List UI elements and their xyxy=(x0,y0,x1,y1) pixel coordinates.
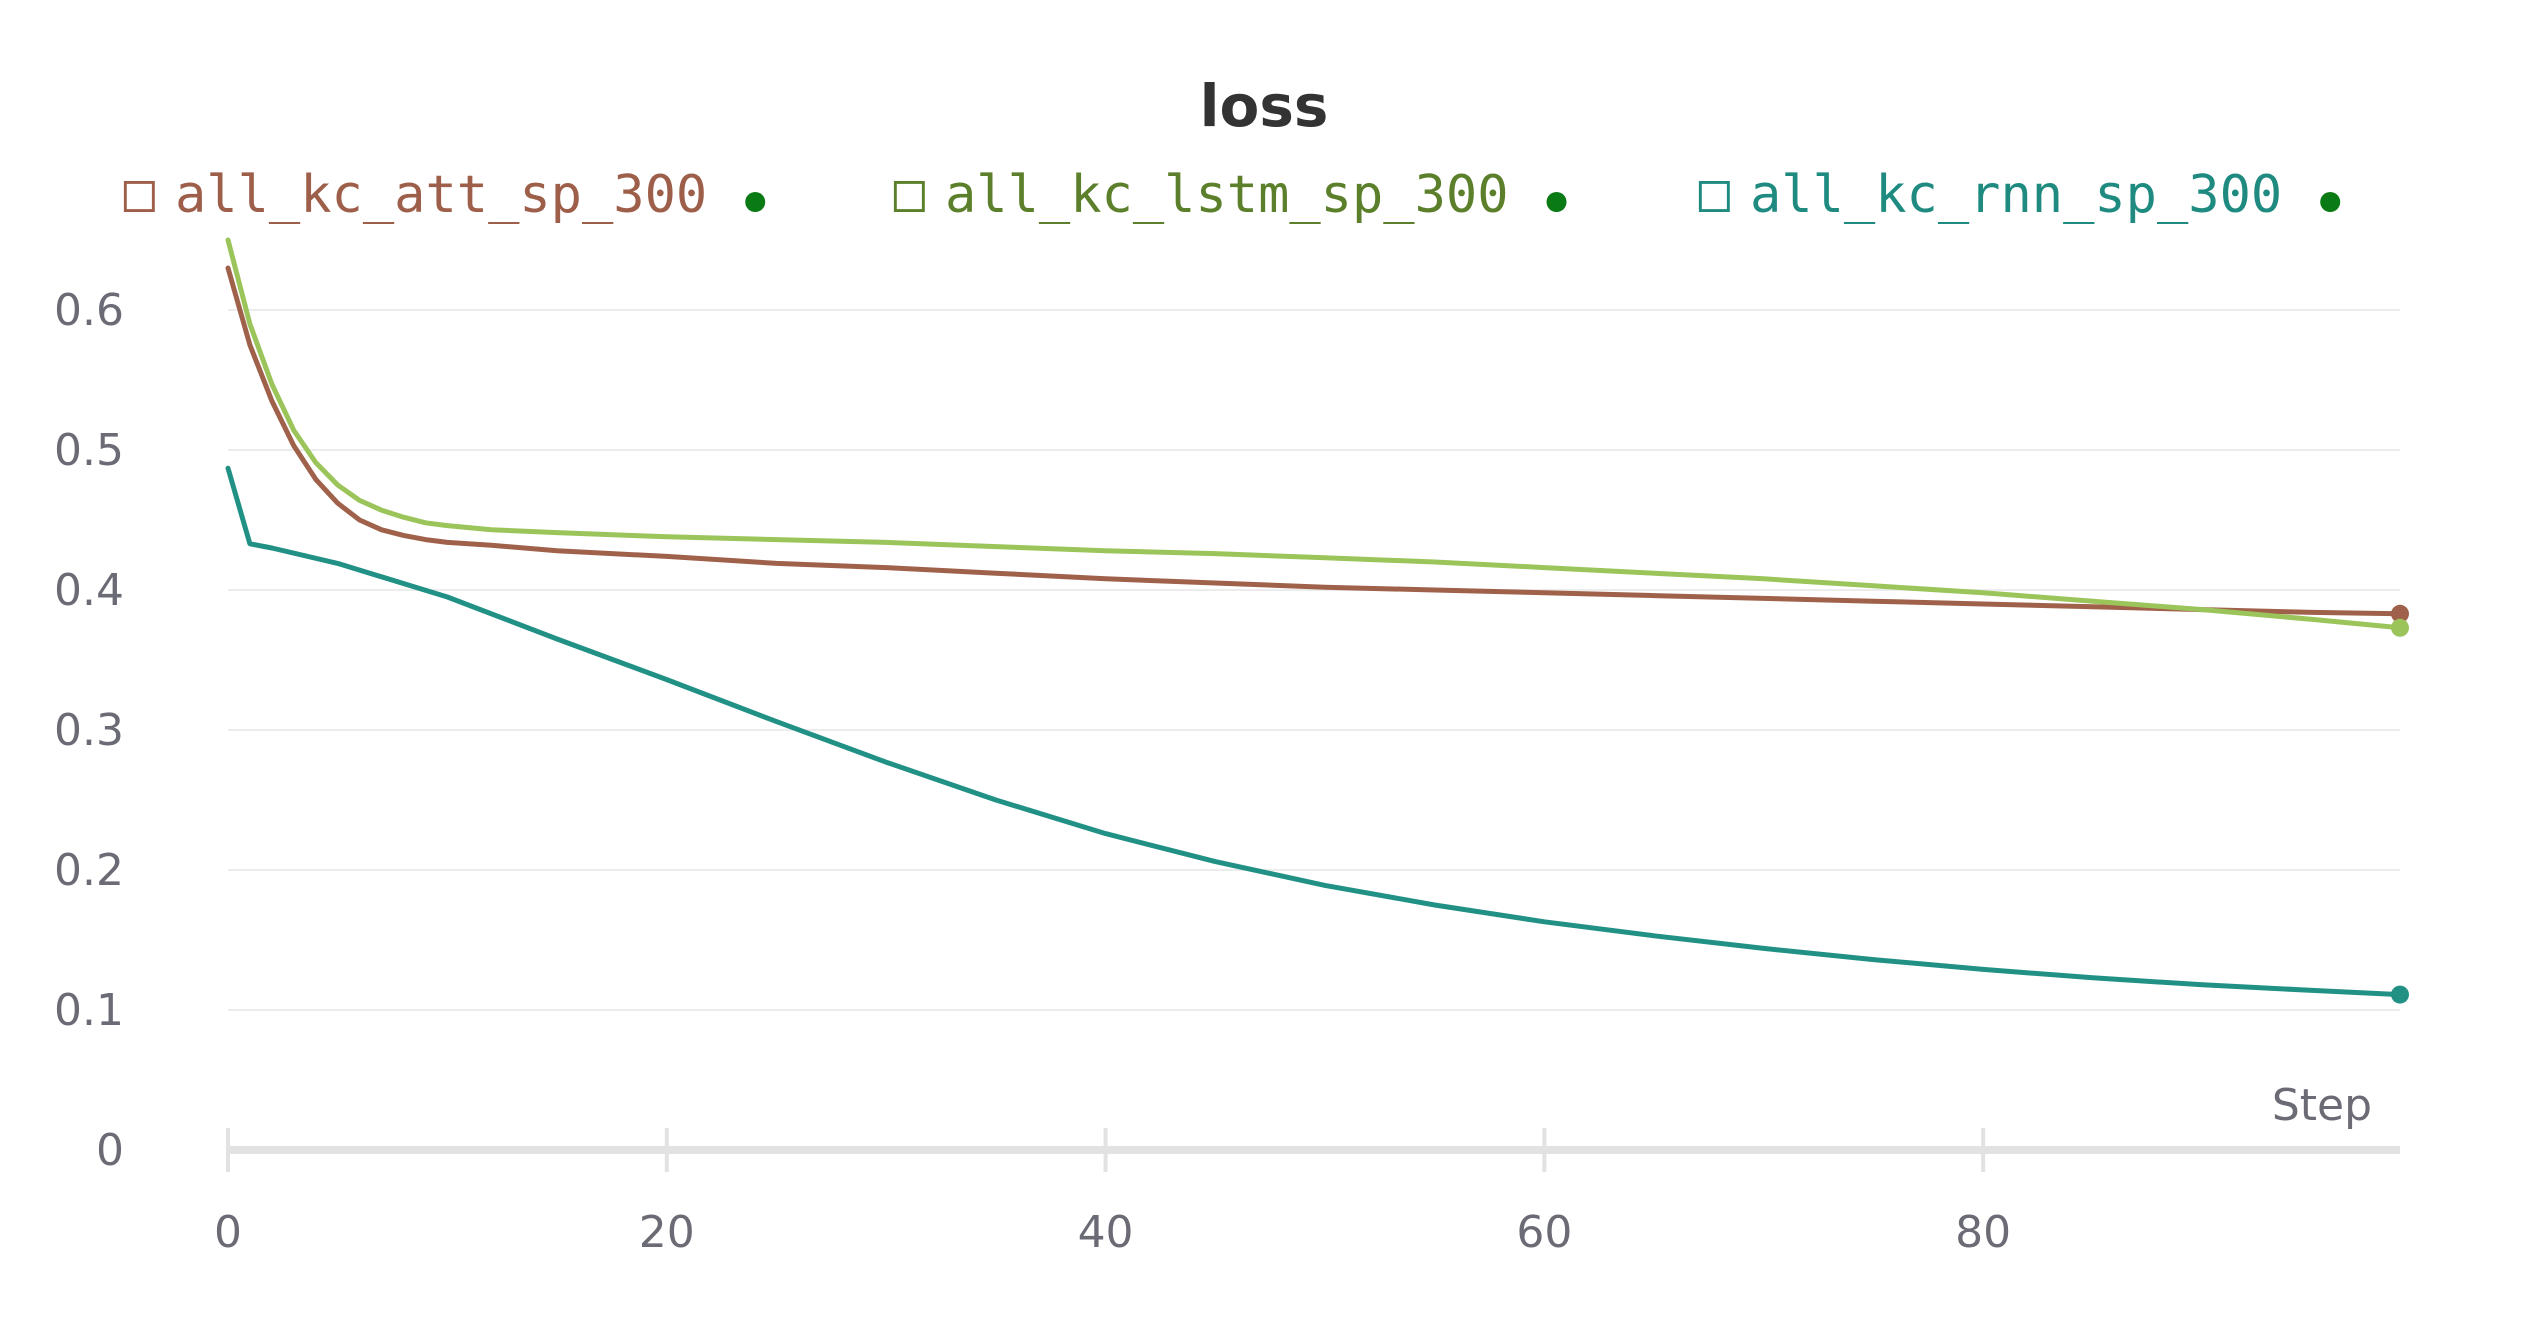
grid xyxy=(228,309,2400,1011)
legend-item-all-kc-lstm-sp-300[interactable]: □ all_kc_lstm_sp_300 xyxy=(894,163,1567,225)
x-tick-label-0: 0 xyxy=(214,1207,242,1258)
series-all-kc-att-sp-300 xyxy=(225,265,2409,623)
data-point xyxy=(2391,604,2409,623)
legend-label: all_kc_rnn_sp_300 xyxy=(1750,165,2282,225)
y-tick-label-0: 0 xyxy=(96,1125,124,1176)
y-tick-label-0-6: 0.6 xyxy=(54,285,124,336)
data-point xyxy=(2391,618,2409,637)
y-tick-label-0-3: 0.3 xyxy=(54,705,124,756)
series-line-all-kc-rnn-sp-300 xyxy=(225,465,2403,998)
y-tick-label-0-1: 0.1 xyxy=(54,985,124,1036)
y-tick-label-0-2: 0.2 xyxy=(54,845,124,896)
legend-marker-icon: □ xyxy=(1699,163,1731,223)
legend-marker-icon: □ xyxy=(894,163,926,223)
x-axis-label: Step xyxy=(2272,1080,2372,1131)
series-layer xyxy=(225,237,2409,1004)
chart-title: loss xyxy=(1200,72,1329,140)
series-all-kc-lstm-sp-300 xyxy=(225,237,2409,637)
legend-marker-icon: □ xyxy=(124,163,156,223)
legend-item-all-kc-att-sp-300[interactable]: □ all_kc_att_sp_300 xyxy=(124,163,766,225)
legend-status-dot-icon xyxy=(1546,192,1567,212)
legend-label: all_kc_att_sp_300 xyxy=(175,165,707,225)
series-line-all-kc-att-sp-300 xyxy=(225,265,2403,617)
legend-status-dot-icon xyxy=(745,192,766,212)
series-line-all-kc-lstm-sp-300 xyxy=(225,237,2403,631)
y-axis: 0 0.1 0.2 0.3 0.4 0.5 0.6 xyxy=(54,285,124,1176)
y-tick-label-0-4: 0.4 xyxy=(54,565,124,616)
legend: □ all_kc_att_sp_300 □ all_kc_lstm_sp_300 □ al… xyxy=(124,163,2341,225)
legend-label: all_kc_lstm_sp_300 xyxy=(945,165,1509,225)
y-tick-label-0-5: 0.5 xyxy=(54,425,124,476)
x-axis: 0 20 40 60 80 xyxy=(214,1128,2400,1258)
x-tick-label-20: 20 xyxy=(639,1207,695,1258)
x-tick-label-40: 40 xyxy=(1078,1207,1134,1258)
data-point xyxy=(2391,985,2409,1004)
series-all-kc-rnn-sp-300 xyxy=(225,465,2409,1004)
x-tick-label-60: 60 xyxy=(1516,1207,1572,1258)
legend-status-dot-icon xyxy=(2320,192,2341,212)
legend-item-all-kc-rnn-sp-300[interactable]: □ all_kc_rnn_sp_300 xyxy=(1699,163,2341,225)
x-tick-label-80: 80 xyxy=(1955,1207,2011,1258)
